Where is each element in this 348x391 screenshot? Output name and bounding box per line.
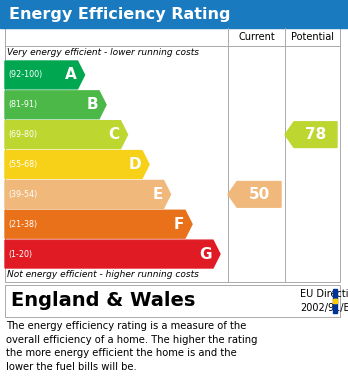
Polygon shape	[5, 121, 128, 149]
Text: (21-38): (21-38)	[8, 220, 37, 229]
Bar	[5, 28, 340, 46]
Text: (81-91): (81-91)	[8, 100, 37, 109]
Text: Potential: Potential	[291, 32, 334, 42]
Text: Energy Efficiency Rating: Energy Efficiency Rating	[9, 7, 230, 22]
Polygon shape	[5, 91, 106, 119]
Text: (69-80): (69-80)	[8, 130, 37, 139]
Text: England & Wales: England & Wales	[11, 292, 195, 310]
Text: B: B	[86, 97, 98, 112]
Polygon shape	[5, 210, 192, 238]
Polygon shape	[5, 240, 220, 268]
Text: EU Directive
2002/91/EC: EU Directive 2002/91/EC	[300, 289, 348, 313]
Text: (92-100): (92-100)	[8, 70, 42, 79]
Text: (39-54): (39-54)	[8, 190, 37, 199]
Text: C: C	[109, 127, 120, 142]
Text: G: G	[199, 247, 212, 262]
Text: Very energy efficient - lower running costs: Very energy efficient - lower running co…	[7, 48, 199, 57]
Polygon shape	[5, 180, 171, 208]
Text: D: D	[128, 157, 141, 172]
Text: F: F	[174, 217, 184, 232]
Polygon shape	[5, 61, 85, 89]
Text: Not energy efficient - higher running costs: Not energy efficient - higher running co…	[7, 270, 199, 279]
Text: A: A	[65, 67, 77, 83]
Text: 50: 50	[248, 187, 270, 202]
Bar	[5, 285, 340, 317]
Polygon shape	[228, 181, 281, 207]
Bar	[333, 289, 337, 313]
Text: Current: Current	[238, 32, 275, 42]
Polygon shape	[285, 122, 337, 147]
Text: E: E	[152, 187, 163, 202]
Bar	[5, 28, 340, 282]
Text: The energy efficiency rating is a measure of the
overall efficiency of a home. T: The energy efficiency rating is a measur…	[6, 321, 258, 372]
Bar	[0, 0, 348, 28]
Polygon shape	[5, 151, 149, 178]
Text: (55-68): (55-68)	[8, 160, 37, 169]
Text: 78: 78	[305, 127, 326, 142]
Text: (1-20): (1-20)	[8, 249, 32, 258]
